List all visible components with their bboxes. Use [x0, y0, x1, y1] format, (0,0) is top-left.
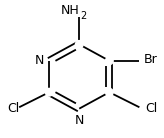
- Text: N: N: [75, 114, 84, 127]
- Circle shape: [45, 88, 53, 96]
- Text: Cl: Cl: [7, 102, 19, 115]
- Circle shape: [105, 57, 113, 65]
- Circle shape: [105, 88, 113, 96]
- Text: NH: NH: [61, 4, 79, 17]
- Text: Br: Br: [144, 53, 157, 66]
- Text: 2: 2: [80, 11, 86, 21]
- Text: N: N: [34, 54, 44, 67]
- Circle shape: [75, 41, 83, 48]
- Text: Cl: Cl: [145, 102, 157, 115]
